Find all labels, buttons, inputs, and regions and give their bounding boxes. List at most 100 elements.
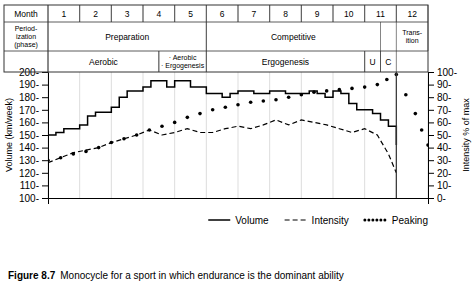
cell-label: 8 [283, 9, 288, 19]
point [287, 95, 291, 99]
point [72, 152, 76, 156]
cell-divider [111, 5, 112, 22]
legend-item: Volume [208, 215, 269, 226]
cell-divider [143, 5, 144, 22]
cell-label: Aerobic [89, 57, 119, 67]
plot-area [48, 72, 428, 198]
cell-label: 6 [220, 9, 225, 19]
tick-label: 190- [19, 79, 39, 90]
grid [48, 72, 428, 198]
tick: 0- [428, 193, 446, 204]
cell-divider [396, 5, 397, 22]
point [148, 128, 152, 132]
cell-divider [396, 5, 397, 22]
point [48, 158, 50, 162]
tick: 180- [19, 92, 48, 103]
axis [49, 199, 429, 205]
grid-line [301, 72, 302, 198]
tick-label: 140- [19, 142, 39, 153]
point [426, 143, 428, 147]
caption: Figure 8.7Monocycle for a sport in which… [8, 270, 344, 281]
header-divider [48, 5, 49, 72]
tick-label: 40- [437, 142, 451, 153]
cell-label: U [370, 57, 376, 67]
header-table: Month123456789101112Period-ization(phase… [4, 5, 428, 72]
cell-divider [396, 22, 397, 51]
cell-divider [364, 5, 365, 22]
tick-label: 100- [19, 193, 39, 204]
cell-divider [79, 5, 80, 22]
tick-mark [42, 173, 48, 174]
legend-symbol [375, 219, 378, 222]
line [48, 81, 396, 145]
cell-divider [364, 5, 365, 22]
cell-label: 9 [315, 9, 320, 19]
tick-mark [42, 135, 48, 136]
cell-divider [380, 51, 381, 72]
tick-label: 150- [19, 130, 39, 141]
tick: 130- [19, 155, 48, 166]
tick-label: 130- [19, 155, 39, 166]
cell-label: 4 [156, 9, 161, 19]
cell-label: Trans-ition [402, 29, 423, 44]
cell-divider [48, 22, 49, 51]
axis: 0-10-20-30-40-50-60-70-80-90-100- [428, 67, 457, 204]
tick-mark [42, 148, 48, 149]
cell-label: 2 [93, 9, 98, 19]
tick-label: 120- [19, 168, 39, 179]
tick-mark [42, 85, 48, 86]
tick-mark [42, 122, 48, 123]
tick: 30- [428, 155, 451, 166]
tick-label: 180- [19, 92, 39, 103]
point [186, 116, 190, 120]
tick-label: 10- [437, 180, 451, 191]
legend-symbol [371, 219, 374, 222]
cell-divider [206, 22, 207, 51]
chart: 100-110-120-130-140-150-160-170-180-190-… [0, 0, 474, 291]
tick-label: 70- [437, 105, 451, 116]
cell-label: 11 [376, 9, 385, 19]
point [262, 99, 266, 103]
legend-label: Peaking [392, 215, 428, 226]
cell-divider [333, 5, 334, 22]
cell-divider [206, 5, 207, 22]
cell-divider [380, 22, 381, 51]
tick-label: 110- [20, 180, 39, 191]
tick-mark [42, 97, 48, 98]
legend-label: Intensity [312, 215, 349, 226]
grid-line [174, 72, 175, 198]
tick-label: 20- [437, 168, 451, 179]
tick-label: 160- [19, 117, 39, 128]
tick-mark [428, 72, 434, 73]
cell-divider [174, 5, 175, 22]
point [404, 93, 408, 97]
cell-divider [396, 51, 397, 72]
tick-mark [42, 198, 48, 199]
point [211, 108, 215, 112]
point [363, 85, 367, 89]
row-label: Period-ization(phase) [14, 25, 38, 49]
header-frame [4, 5, 428, 72]
tick-mark [428, 148, 434, 149]
cell-divider [79, 5, 80, 22]
tick-label: 100- [437, 67, 457, 78]
tick-label: 0- [437, 193, 446, 204]
tick: 60- [428, 117, 451, 128]
row-label: Month [14, 9, 38, 19]
axis-line [49, 199, 429, 205]
cell-divider [428, 22, 429, 51]
point [59, 156, 63, 160]
tick-mark [428, 160, 434, 161]
tick-label: 80- [437, 92, 451, 103]
cell-divider [48, 5, 49, 22]
legend-symbol [379, 219, 382, 222]
tick: 80- [428, 92, 451, 103]
separator-line [396, 72, 397, 198]
series [48, 73, 428, 162]
tick-mark [428, 85, 434, 86]
point [376, 83, 380, 87]
cell-label: Ergogenesis [262, 57, 309, 67]
cell-label: 5 [188, 9, 193, 19]
cell-divider [428, 5, 429, 22]
cell-divider [301, 5, 302, 22]
